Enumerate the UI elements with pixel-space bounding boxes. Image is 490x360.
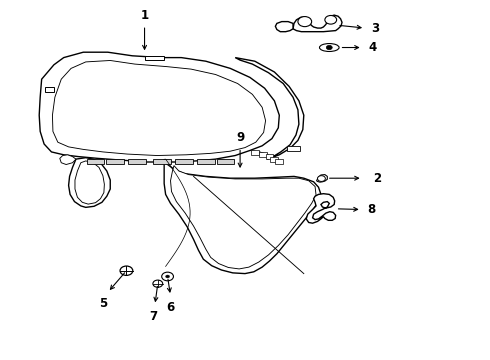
Bar bbox=[45, 87, 54, 92]
Bar bbox=[197, 159, 215, 164]
Circle shape bbox=[326, 45, 332, 50]
Bar bbox=[217, 159, 234, 164]
Text: 1: 1 bbox=[141, 9, 148, 22]
Bar bbox=[270, 157, 278, 162]
Bar bbox=[287, 146, 300, 151]
Ellipse shape bbox=[319, 44, 339, 51]
Bar bbox=[266, 154, 273, 159]
Text: 4: 4 bbox=[368, 41, 377, 54]
Polygon shape bbox=[69, 158, 110, 207]
Polygon shape bbox=[75, 161, 104, 204]
Text: 3: 3 bbox=[371, 22, 380, 35]
Bar bbox=[106, 159, 124, 164]
Polygon shape bbox=[275, 22, 293, 32]
Polygon shape bbox=[60, 155, 76, 165]
Circle shape bbox=[153, 280, 163, 287]
Polygon shape bbox=[293, 15, 342, 32]
Circle shape bbox=[162, 272, 173, 281]
Circle shape bbox=[120, 266, 133, 275]
Circle shape bbox=[325, 15, 337, 24]
Text: 8: 8 bbox=[368, 203, 376, 216]
Text: 7: 7 bbox=[149, 310, 157, 323]
Bar bbox=[87, 159, 104, 164]
Polygon shape bbox=[164, 159, 321, 274]
Bar bbox=[251, 150, 259, 155]
Polygon shape bbox=[39, 52, 279, 162]
Polygon shape bbox=[171, 166, 316, 269]
Bar bbox=[275, 159, 283, 164]
Circle shape bbox=[298, 17, 312, 27]
Text: 9: 9 bbox=[236, 131, 244, 144]
Bar bbox=[145, 56, 164, 60]
Text: 5: 5 bbox=[99, 297, 107, 310]
Circle shape bbox=[318, 176, 325, 181]
Text: 2: 2 bbox=[373, 172, 382, 185]
Polygon shape bbox=[235, 58, 304, 159]
Polygon shape bbox=[317, 175, 327, 182]
Polygon shape bbox=[52, 60, 266, 156]
Text: 6: 6 bbox=[167, 301, 174, 314]
Bar bbox=[260, 152, 268, 157]
Bar bbox=[153, 159, 171, 164]
Bar bbox=[175, 159, 193, 164]
Circle shape bbox=[166, 275, 170, 278]
Polygon shape bbox=[306, 194, 336, 223]
Bar bbox=[128, 159, 146, 164]
